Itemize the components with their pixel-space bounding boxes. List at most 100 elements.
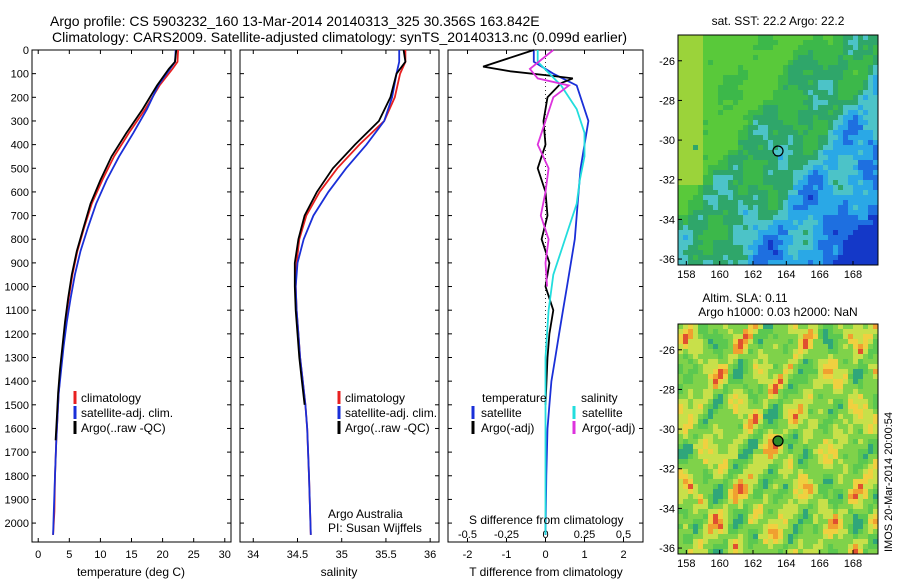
- sla-cell: [763, 409, 769, 415]
- sst-cell: [873, 60, 879, 66]
- sla-cell: [828, 359, 834, 365]
- sst-cell: [773, 205, 779, 211]
- sla-heatmap-cells: [678, 324, 879, 555]
- sla-cell: [798, 429, 804, 435]
- sst-cell: [838, 85, 844, 91]
- sst-cell: [838, 65, 844, 71]
- sla-cell: [798, 389, 804, 395]
- sla-cell: [818, 344, 824, 350]
- sla-cell: [728, 344, 734, 350]
- sla-cell: [718, 449, 724, 455]
- sla-cell: [733, 454, 739, 460]
- sla-cell: [873, 349, 879, 355]
- sla-cell: [703, 434, 709, 440]
- sst-cell: [738, 100, 744, 106]
- sst-cell: [713, 205, 719, 211]
- sst-cell: [748, 195, 754, 201]
- sst-cell: [818, 155, 824, 161]
- sst-cell: [813, 150, 819, 156]
- sla-cell: [798, 514, 804, 520]
- sst-cell: [788, 35, 794, 41]
- sst-cell: [713, 85, 719, 91]
- x-tick-label-salinity-diff: 0.5: [616, 529, 631, 541]
- sst-cell: [738, 240, 744, 246]
- sst-cell: [698, 55, 704, 61]
- sst-cell: [713, 60, 719, 66]
- sla-cell: [868, 529, 874, 535]
- sla-cell: [828, 514, 834, 520]
- series-line-temperature-satellite: [532, 50, 590, 535]
- sst-cell: [723, 60, 729, 66]
- sla-cell: [843, 429, 849, 435]
- sst-cell: [748, 220, 754, 226]
- sst-cell: [688, 50, 694, 56]
- sst-cell: [818, 200, 824, 206]
- sla-cell: [828, 489, 834, 495]
- sla-cell: [698, 514, 704, 520]
- sla-cell: [843, 354, 849, 360]
- sla-cell: [698, 504, 704, 510]
- sla-cell: [723, 464, 729, 470]
- sst-cell: [743, 50, 749, 56]
- sst-cell: [853, 180, 859, 186]
- sst-cell: [733, 240, 739, 246]
- sla-cell: [813, 539, 819, 545]
- sla-cell: [828, 349, 834, 355]
- sla-cell: [828, 474, 834, 480]
- sla-cell: [773, 479, 779, 485]
- sla-cell: [788, 404, 794, 410]
- sla-cell: [808, 544, 814, 550]
- sla-cell: [858, 449, 864, 455]
- sst-cell: [818, 135, 824, 141]
- sla-cell: [728, 494, 734, 500]
- sst-cell: [688, 90, 694, 96]
- x-tick-label-salinity-diff: 0.25: [574, 529, 595, 541]
- sla-cell: [798, 334, 804, 340]
- sst-cell: [698, 210, 704, 216]
- sla-cell: [698, 484, 704, 490]
- sla-cell: [818, 514, 824, 520]
- sst-cell: [813, 225, 819, 231]
- sla-cell: [728, 549, 734, 555]
- sst-cell: [783, 135, 789, 141]
- sst-cell: [858, 200, 864, 206]
- sst-cell: [743, 200, 749, 206]
- sla-cell: [863, 369, 869, 375]
- sla-cell: [733, 459, 739, 465]
- sla-cell: [868, 434, 874, 440]
- sla-cell: [833, 339, 839, 345]
- sst-cell: [843, 225, 849, 231]
- sla-cell: [848, 509, 854, 515]
- sla-cell: [678, 374, 684, 380]
- sla-cell: [848, 544, 854, 550]
- sst-cell: [758, 225, 764, 231]
- sst-cell: [803, 150, 809, 156]
- sla-cell: [693, 449, 699, 455]
- sst-cell: [858, 60, 864, 66]
- sst-cell: [783, 85, 789, 91]
- sst-cell: [698, 170, 704, 176]
- sst-cell: [868, 145, 874, 151]
- sst-cell: [773, 90, 779, 96]
- sla-cell: [753, 434, 759, 440]
- sst-cell: [758, 50, 764, 56]
- sst-cell: [788, 220, 794, 226]
- sla-cell: [853, 479, 859, 485]
- sst-cell: [738, 120, 744, 126]
- sst-cell: [728, 80, 734, 86]
- sla-cell: [793, 419, 799, 425]
- sla-cell: [693, 549, 699, 555]
- sla-cell: [843, 454, 849, 460]
- sla-cell: [743, 349, 749, 355]
- sst-cell: [688, 85, 694, 91]
- sla-cell: [708, 489, 714, 495]
- sst-cell: [733, 100, 739, 106]
- sla-cell: [728, 534, 734, 540]
- sst-cell: [693, 85, 699, 91]
- sst-cell: [868, 55, 874, 61]
- sst-cell: [783, 55, 789, 61]
- sla-cell: [678, 459, 684, 465]
- sst-cell: [793, 210, 799, 216]
- sst-cell: [808, 135, 814, 141]
- sst-cell: [798, 50, 804, 56]
